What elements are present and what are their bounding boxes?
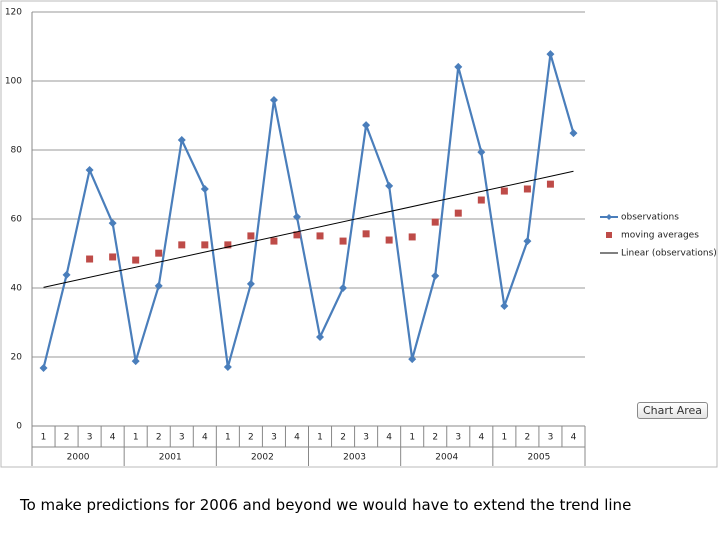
marker <box>269 95 278 104</box>
y-tick-label: 120 <box>5 8 22 18</box>
x-group-label: 2005 <box>527 453 550 463</box>
tooltip: Chart Area <box>637 402 709 419</box>
marker <box>316 332 325 341</box>
x-group-label: 2001 <box>159 453 182 463</box>
marker <box>247 232 255 240</box>
x-tick-label: 1 <box>501 433 507 443</box>
y-tick-label: 20 <box>11 353 23 363</box>
chart-area <box>0 0 718 468</box>
marker <box>339 284 348 292</box>
marker <box>385 236 393 244</box>
marker <box>39 364 48 373</box>
x-tick-label: 1 <box>317 433 323 443</box>
marker <box>546 180 554 188</box>
x-group-label: 2000 <box>67 453 90 463</box>
x-tick-label: 1 <box>41 433 47 443</box>
marker <box>223 363 232 372</box>
legend-marker <box>606 232 612 238</box>
x-tick-label: 3 <box>271 433 277 443</box>
marker <box>108 219 117 228</box>
marker <box>246 279 255 288</box>
marker <box>131 357 140 366</box>
x-group-label: 2002 <box>251 453 274 463</box>
marker <box>523 237 532 246</box>
marker <box>109 253 117 261</box>
x-tick-label: 3 <box>179 433 185 443</box>
marker <box>177 135 186 144</box>
marker <box>385 181 394 190</box>
marker <box>85 166 94 175</box>
x-group-label: 2003 <box>343 453 366 463</box>
series-line <box>42 53 575 369</box>
y-tick-label: 100 <box>5 77 22 87</box>
marker <box>293 231 301 239</box>
marker <box>546 50 555 59</box>
marker <box>431 218 439 226</box>
x-tick-label: 4 <box>386 433 392 443</box>
x-tick-label: 1 <box>133 433 139 443</box>
x-group-label: 2004 <box>435 453 458 463</box>
legend-label: observations <box>621 213 679 223</box>
marker <box>523 185 531 193</box>
marker <box>201 241 209 249</box>
marker <box>477 196 485 204</box>
marker <box>200 184 209 193</box>
legend-marker <box>606 214 612 220</box>
trend-line <box>43 170 574 288</box>
marker <box>500 301 509 310</box>
marker <box>362 230 370 238</box>
x-tick-label: 2 <box>432 433 438 443</box>
x-tick-label: 2 <box>64 433 70 443</box>
x-tick-label: 2 <box>525 433 531 443</box>
marker <box>86 255 94 263</box>
marker <box>155 249 163 257</box>
x-tick-label: 4 <box>478 433 484 443</box>
marker <box>408 355 417 364</box>
chart: 0 20 40 60 80 100 120 1 2 3 4 1 2 3 4 1 2 3 4 1 2 3 4 1 2 3 4 1 2 3 4 2… <box>0 0 718 468</box>
x-tick-label: 1 <box>409 433 415 443</box>
x-tick-label: 4 <box>110 433 116 443</box>
legend-label: moving averages <box>621 231 699 241</box>
marker <box>62 270 71 279</box>
marker <box>316 232 324 240</box>
x-tick-label: 4 <box>294 433 300 443</box>
marker <box>500 187 508 195</box>
marker <box>408 233 416 241</box>
marker <box>362 121 371 130</box>
y-tick-label: 80 <box>11 146 23 156</box>
y-tick-label: 0 <box>16 422 22 432</box>
x-tick-label: 1 <box>225 433 231 443</box>
marker <box>270 237 278 245</box>
x-tick-label: 4 <box>571 433 577 443</box>
marker <box>132 256 140 264</box>
marker <box>569 129 578 138</box>
marker <box>154 281 163 290</box>
x-tick-label: 3 <box>363 433 369 443</box>
x-tick-label: 2 <box>248 433 254 443</box>
marker <box>224 241 232 249</box>
legend-label: Linear (observations) <box>621 249 717 259</box>
marker <box>292 212 301 221</box>
marker <box>454 209 462 217</box>
marker <box>477 148 486 157</box>
x-tick-label: 2 <box>156 433 162 443</box>
x-tick-label: 3 <box>87 433 93 443</box>
marker <box>454 62 463 71</box>
x-tick-label: 4 <box>202 433 208 443</box>
marker <box>178 241 186 249</box>
marker <box>431 271 440 280</box>
x-tick-label: 3 <box>455 433 461 443</box>
x-tick-label: 3 <box>548 433 554 443</box>
y-tick-label: 40 <box>11 284 23 294</box>
x-tick-label: 2 <box>340 433 346 443</box>
y-tick-label: 60 <box>11 215 23 225</box>
marker <box>339 237 347 245</box>
caption: To make predictions for 2006 and beyond … <box>20 496 632 514</box>
